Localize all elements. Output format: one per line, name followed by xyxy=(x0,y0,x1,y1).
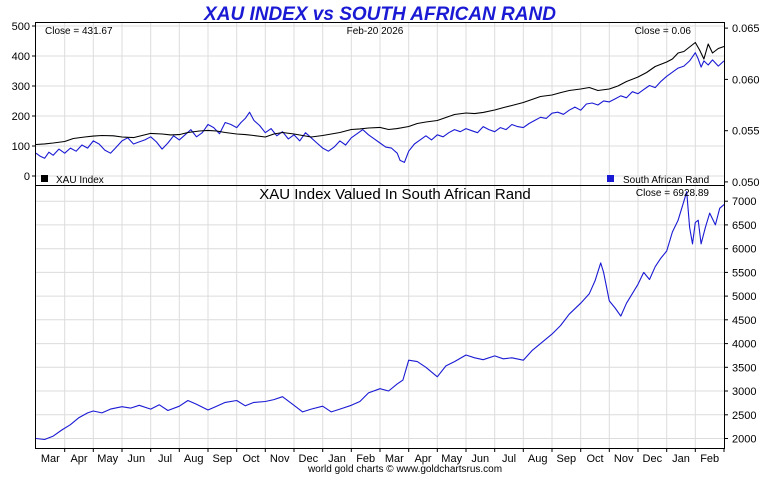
month-label: Dec xyxy=(299,453,319,465)
bottom-panel-frame xyxy=(35,185,725,449)
bottom-right-axis-tick-label: 4500 xyxy=(732,315,756,327)
left-axis-tick-label: 300 xyxy=(12,81,30,93)
month-label: Jan xyxy=(328,453,346,465)
month-label: Mar xyxy=(385,453,404,465)
bottom-right-axis-tick-label: 5500 xyxy=(732,267,756,279)
series-line-xau-index xyxy=(35,41,725,146)
month-label: Jun xyxy=(471,453,489,465)
top-right-close-label: Close = 0.06 xyxy=(635,26,692,37)
footer-credit: world gold charts © www.goldchartsrus.co… xyxy=(307,464,502,475)
legend-zar-label: South African Rand xyxy=(623,175,709,186)
month-label: Jun xyxy=(127,453,145,465)
bottom-right-axis-tick-label: 4000 xyxy=(732,339,756,351)
legend-xau-swatch xyxy=(41,175,48,182)
left-axis-tick-label: 400 xyxy=(12,51,30,63)
legend-zar-swatch xyxy=(607,175,614,182)
left-axis-tick-label: 0 xyxy=(24,171,30,183)
month-label: Feb xyxy=(700,453,719,465)
month-label: Mar xyxy=(41,453,60,465)
month-label: Sep xyxy=(213,453,233,465)
bottom-right-axis-tick-label: 3500 xyxy=(732,362,756,374)
top-date-label: Feb-20 2026 xyxy=(347,26,404,37)
bottom-panel-series xyxy=(35,191,725,441)
bottom-right-close-label: Close = 6928.89 xyxy=(636,188,710,199)
month-label: Dec xyxy=(643,453,663,465)
month-label: Oct xyxy=(242,453,259,465)
bottom-right-axis-tick-label: 2000 xyxy=(732,434,756,446)
bottom-right-axis-tick-label: 6500 xyxy=(732,220,756,232)
top-left-close-label: Close = 431.67 xyxy=(45,26,113,37)
left-axis-tick-label: 200 xyxy=(12,111,30,123)
bottom-right-axis-tick-label: 5000 xyxy=(732,291,756,303)
month-label: Apr xyxy=(70,453,87,465)
left-axis-tick-label: 500 xyxy=(12,21,30,33)
series-line-south-african-rand xyxy=(35,52,725,163)
month-label: Sep xyxy=(557,453,577,465)
month-label: Jul xyxy=(158,453,172,465)
month-label: Apr xyxy=(414,453,431,465)
chart-title: XAU INDEX vs SOUTH AFRICAN RAND xyxy=(203,4,556,25)
right-axis-tick-label: 0.050 xyxy=(732,177,760,189)
legend-xau-label: XAU Index xyxy=(56,175,104,186)
month-label: Feb xyxy=(356,453,375,465)
bottom-right-axis-tick-label: 3000 xyxy=(732,386,756,398)
month-label: May xyxy=(441,453,462,465)
right-axis-tick-label: 0.055 xyxy=(732,126,760,138)
top-panel-grid xyxy=(36,23,724,185)
axis-labels: 0 100 200 300 400 500 0.050 0.055 0.060 0.065 2000… xyxy=(12,21,760,465)
month-label: Jul xyxy=(502,453,516,465)
month-label: Nov xyxy=(270,453,290,465)
right-axis-tick-label: 0.065 xyxy=(732,23,760,35)
right-axis-tick-label: 0.060 xyxy=(732,74,760,86)
bottom-panel-title: XAU Index Valued In South African Rand xyxy=(259,186,531,203)
month-label: Nov xyxy=(614,453,634,465)
month-label: Jan xyxy=(672,453,690,465)
bottom-right-axis-tick-label: 7000 xyxy=(732,196,756,208)
left-axis-tick-label: 100 xyxy=(12,141,30,153)
bottom-right-axis-tick-label: 2500 xyxy=(732,410,756,422)
series-line-xau-in-rand xyxy=(35,191,725,441)
month-label: Oct xyxy=(586,453,603,465)
top-panel-series xyxy=(35,41,725,163)
month-label: May xyxy=(97,453,118,465)
month-label: Aug xyxy=(528,453,548,465)
month-label: Aug xyxy=(184,453,204,465)
bottom-right-axis-tick-label: 6000 xyxy=(732,244,756,256)
bottom-panel-grid xyxy=(36,186,724,448)
